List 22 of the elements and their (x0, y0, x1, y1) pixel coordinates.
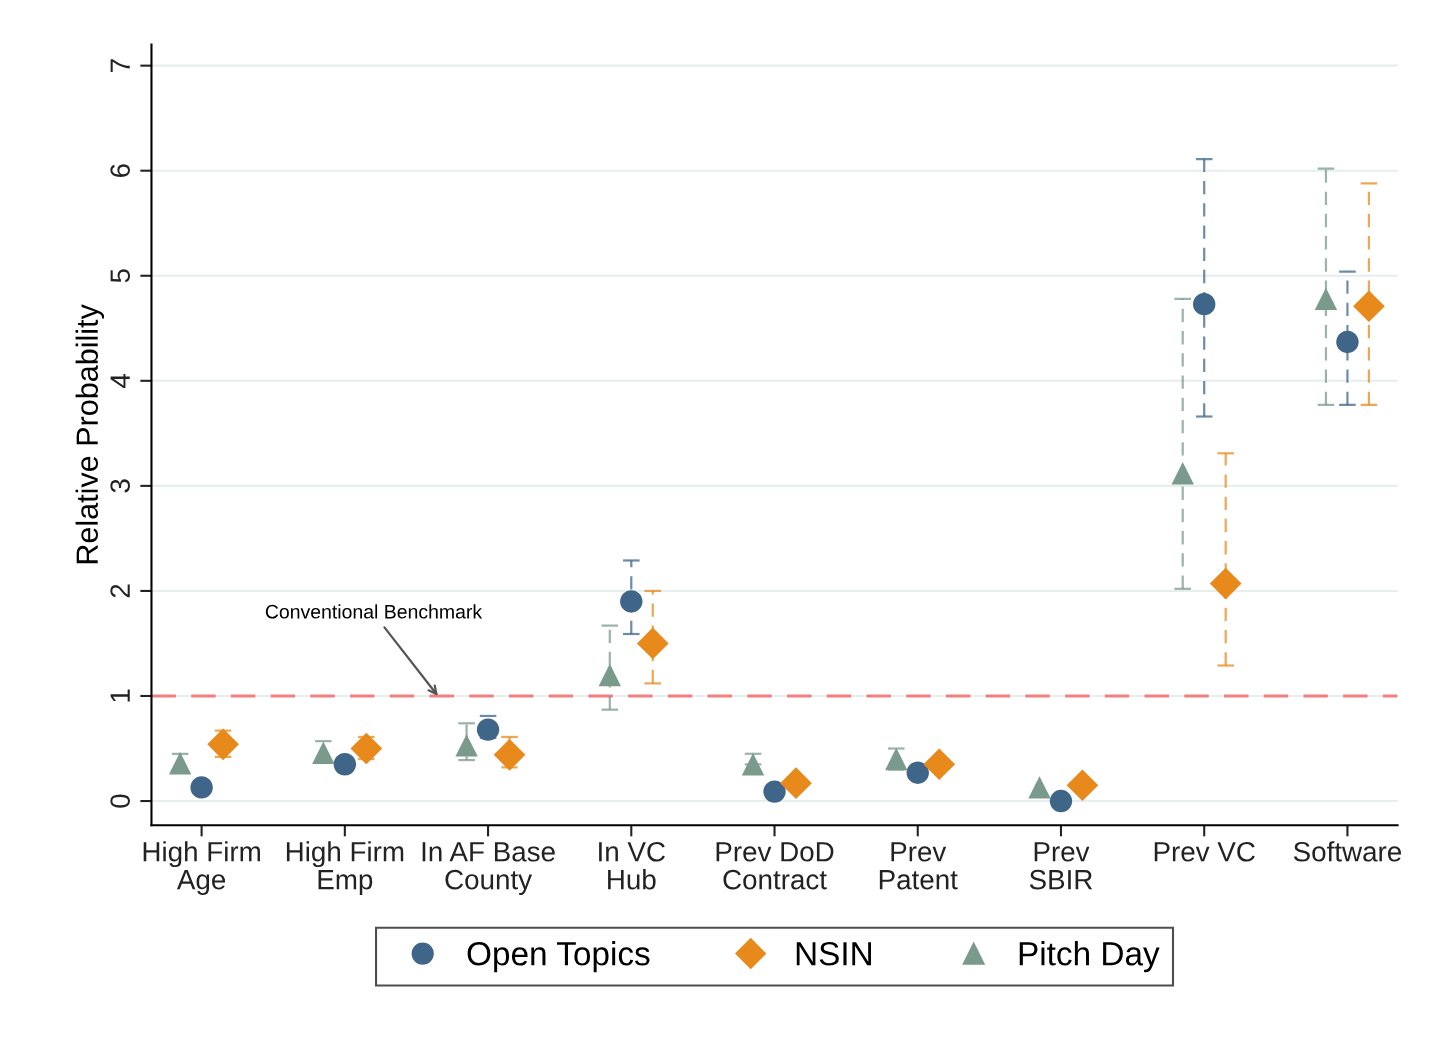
y-tick-label: 0 (110, 794, 131, 808)
y-tick-label: 5 (110, 269, 131, 283)
y-tick-label: 6 (110, 164, 131, 178)
legend-label: Pitch Day (1019, 941, 1160, 973)
y-tick-label: 4 (110, 373, 130, 388)
y-tick-label: 7 (110, 59, 130, 72)
legend-label: Open Topics (467, 941, 650, 973)
x-tick-label: High Firm Emp (286, 841, 404, 895)
y-axis-title: Relative Probability (75, 304, 105, 564)
x-tick-label: Prev DoD Contract (716, 842, 834, 890)
x-tick-label: Software (1293, 841, 1402, 862)
x-tick-label: In VC Hub (599, 841, 665, 890)
y-tick-label: 2 (110, 584, 130, 598)
ref-line-label: Conventional Benchmark (265, 604, 483, 619)
y-tick-label: 3 (110, 479, 131, 493)
x-tick-label: Prev VC (1154, 841, 1255, 862)
x-tick-label: In AF Base County (422, 842, 555, 895)
y-tick-label: 1 (110, 689, 130, 702)
legend-label: NSIN (796, 941, 871, 966)
x-tick-label: Prev Patent (879, 842, 958, 890)
x-tick-label: High Firm Age (143, 841, 260, 895)
x-tick-label: Prev SBIR (1029, 842, 1093, 890)
